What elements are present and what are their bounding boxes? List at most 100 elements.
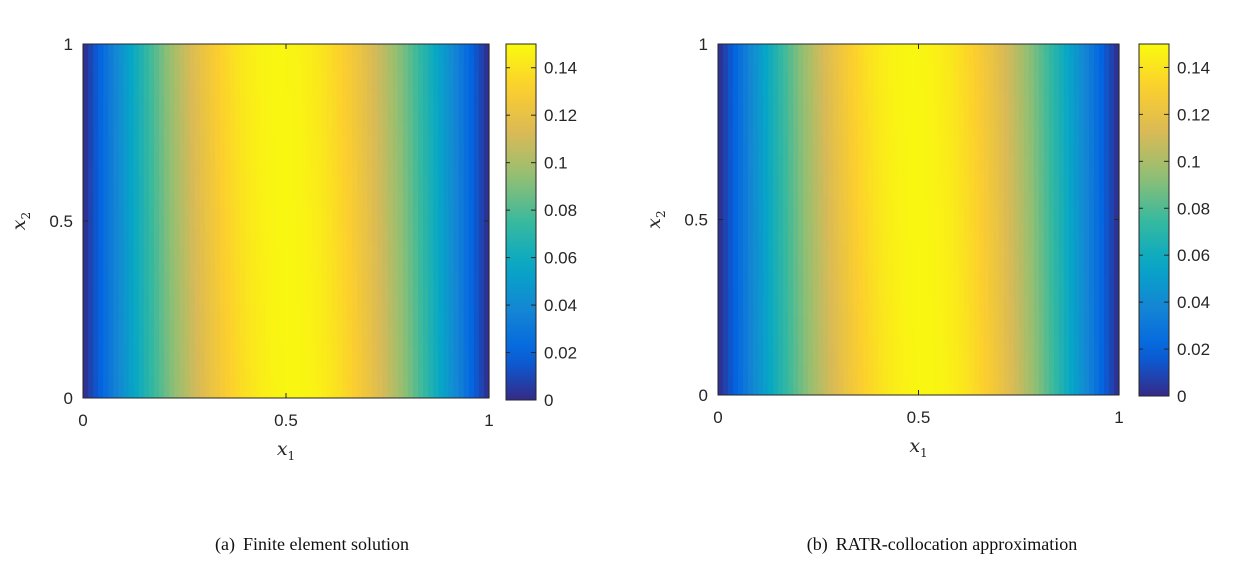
heatmap-column (270, 44, 277, 398)
heatmap-column (93, 44, 99, 398)
heatmap-column (1048, 44, 1055, 395)
colorbar-a (505, 43, 537, 401)
heatmap-column (382, 44, 389, 398)
heatmap-column (412, 44, 419, 398)
heatmap-column (893, 44, 900, 395)
heatmap-column (778, 44, 784, 395)
heatmap-column (133, 44, 140, 398)
x-tick-label: 0 (78, 411, 87, 430)
heatmap-column (478, 44, 485, 398)
heatmap-column (255, 44, 262, 398)
heatmap-column (108, 44, 115, 398)
heatmap-column (235, 44, 241, 398)
y-tick-label: 1 (699, 35, 708, 54)
heatmap-b (718, 44, 1120, 395)
heatmap-column (240, 44, 246, 398)
heatmap-column (1058, 44, 1065, 395)
colorbar-tick-label: 0.1 (1177, 152, 1201, 171)
heatmap-column (1083, 44, 1090, 395)
heatmap-column (903, 44, 910, 395)
heatmap-column (1078, 44, 1085, 395)
heatmap-column (788, 44, 794, 395)
heatmap-column (169, 44, 175, 398)
colorbar-tick-label: 0.06 (544, 249, 577, 268)
heatmap-column (908, 44, 915, 395)
heatmap-column (958, 44, 965, 395)
heatmap-column (938, 44, 945, 395)
heatmap-column (103, 44, 109, 398)
heatmap-column (943, 44, 950, 395)
heatmap-column (813, 44, 819, 395)
heatmap-column (417, 44, 424, 398)
heatmap-column (214, 44, 221, 398)
heatmap-column (286, 44, 292, 398)
heatmap-column (768, 44, 774, 395)
heatmap-column (758, 44, 764, 395)
heatmap-column (194, 44, 201, 398)
x-axis-label-a: x1 (277, 438, 295, 463)
colorbar-tick-label: 0.12 (544, 106, 577, 125)
heatmap-column (1053, 44, 1060, 395)
heatmap-column (88, 44, 94, 398)
heatmap-column (983, 44, 990, 395)
heatmap-column (928, 44, 935, 395)
heatmap-column (1093, 44, 1100, 395)
heatmap-column (1023, 44, 1030, 395)
heatmap-column (1088, 44, 1095, 395)
heatmap-column (738, 44, 744, 395)
y-tick-label: 0.5 (684, 211, 708, 230)
heatmap-column (868, 44, 874, 395)
heatmap-column (838, 44, 844, 395)
heatmap-column (357, 44, 363, 398)
heatmap-column (803, 44, 809, 395)
heatmap-column (311, 44, 318, 398)
heatmap-column (123, 44, 130, 398)
colorbar-tick-label: 0.08 (544, 201, 577, 220)
heatmap-column (143, 44, 150, 398)
heatmap-column (326, 44, 333, 398)
heatmap-column (128, 44, 135, 398)
heatmap-column (933, 44, 940, 395)
heatmap-column (463, 44, 470, 398)
colorbar-tick-label: 0 (544, 391, 553, 410)
heatmap-column (773, 44, 779, 395)
heatmap-column (1063, 44, 1070, 395)
panel-a: 0 0.5 1 00.51 x1 x2 00.020.040.060.080.10.… (8, 35, 577, 555)
heatmap-column (301, 44, 307, 398)
heatmap-column (336, 44, 343, 398)
y-axis-label-a: x2 (8, 212, 33, 230)
heatmap-column (341, 44, 348, 398)
heatmap-column (138, 44, 145, 398)
heatmap-column (1098, 44, 1105, 395)
heatmap-column (998, 44, 1005, 395)
heatmap-column (159, 44, 165, 398)
heatmap-column (428, 44, 434, 398)
heatmap-column (888, 44, 895, 395)
heatmap-column (828, 44, 834, 395)
x-ticks-a: 0 0.5 1 (78, 44, 494, 430)
heatmap-column (848, 44, 854, 395)
heatmap-column (748, 44, 754, 395)
heatmap-column (763, 44, 769, 395)
heatmap-column (1033, 44, 1040, 395)
heatmap-column (296, 44, 302, 398)
heatmap-column (438, 44, 444, 398)
x-tick-label: 0.5 (907, 408, 931, 427)
heatmap-column (978, 44, 985, 395)
heatmap-column (1108, 44, 1115, 395)
heatmap-column (331, 44, 338, 398)
heatmap-column (118, 44, 125, 398)
y-ticks-b: 00.51 (684, 35, 1119, 405)
heatmap-column (858, 44, 864, 395)
heatmap-column (184, 44, 191, 398)
heatmap-column (863, 44, 869, 395)
heatmap-column (793, 44, 799, 395)
x-tick-label: 0 (713, 408, 722, 427)
heatmap-column (798, 44, 804, 395)
heatmap-column (918, 44, 925, 395)
heatmap-column (245, 44, 252, 398)
heatmap-column (351, 44, 358, 398)
heatmap-column (225, 44, 231, 398)
y-axis-label-b: x2 (643, 210, 668, 228)
